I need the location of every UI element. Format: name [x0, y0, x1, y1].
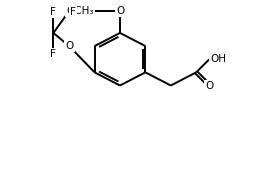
Text: F: F — [50, 7, 56, 17]
Text: F: F — [70, 7, 76, 17]
Text: OH: OH — [210, 54, 226, 64]
Text: O: O — [116, 6, 124, 16]
Text: F: F — [50, 49, 56, 59]
Text: O: O — [65, 41, 73, 51]
Text: O: O — [205, 81, 214, 91]
Text: OCH₃: OCH₃ — [66, 6, 94, 16]
